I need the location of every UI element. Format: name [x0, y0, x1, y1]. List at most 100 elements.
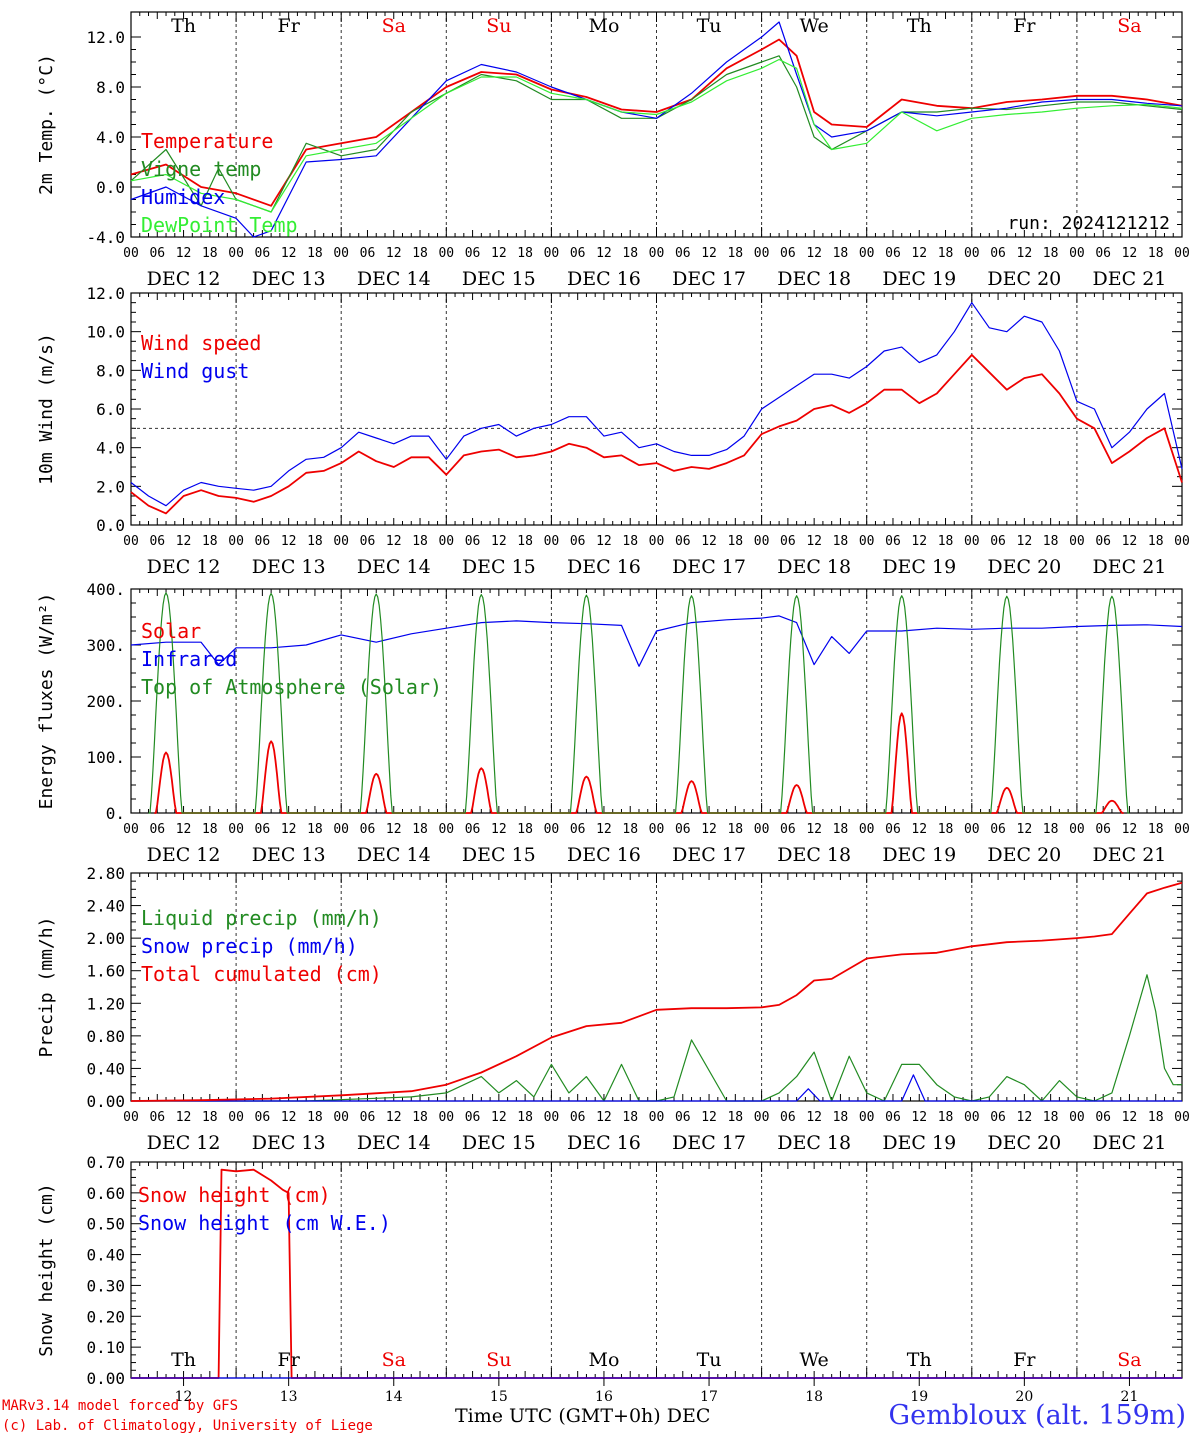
hour-tick-label: 00 — [964, 822, 980, 837]
hour-tick-label: 06 — [149, 822, 165, 837]
hour-tick-label: 12 — [911, 822, 927, 837]
date-label: DEC 20 — [987, 556, 1061, 578]
hour-tick-label: 06 — [360, 822, 376, 837]
date-label: DEC 18 — [777, 556, 851, 578]
date-label: DEC 17 — [672, 268, 746, 290]
hour-tick-label: 12 — [911, 1110, 927, 1125]
y-tick-label: 0.30 — [86, 1276, 125, 1295]
hour-tick-label: 06 — [780, 246, 796, 261]
hour-tick-label: 06 — [885, 246, 901, 261]
date-label: DEC 21 — [1093, 844, 1167, 866]
hour-tick-label: 06 — [675, 822, 691, 837]
hour-tick-label: 12 — [176, 534, 192, 549]
y-tick-label: 8.0 — [96, 78, 125, 97]
hour-tick-label: 18 — [833, 1110, 849, 1125]
hour-tick-label: 18 — [307, 246, 323, 261]
hour-tick-label: 12 — [806, 534, 822, 549]
y-tick-label: 4.0 — [96, 439, 125, 458]
y-tick-label: 200. — [86, 692, 125, 711]
weekday-label: Tu — [697, 1349, 722, 1371]
hour-tick-label: 12 — [806, 246, 822, 261]
series-line-snow-precip-mm-h- — [131, 1074, 1182, 1102]
hour-tick-label: 18 — [307, 822, 323, 837]
hour-tick-label: 00 — [228, 246, 244, 261]
hour-tick-label: 00 — [1069, 246, 1085, 261]
hour-tick-label: 12 — [911, 246, 927, 261]
hour-tick-label: 18 — [727, 1110, 743, 1125]
y-tick-label: 2.40 — [86, 897, 125, 916]
hour-tick-label: 12 — [596, 822, 612, 837]
legend-entry: Snow height (cm W.E.) — [138, 1211, 391, 1235]
run-annotation: run: 2024121212 — [1007, 213, 1170, 234]
weekday-label: Fr — [1013, 1349, 1036, 1371]
y-tick-label: 0.40 — [86, 1246, 125, 1265]
date-label: DEC 13 — [252, 556, 326, 578]
hour-tick-label: 06 — [570, 822, 586, 837]
hour-tick-label: 00 — [544, 1110, 560, 1125]
day-number-label: 18 — [805, 1389, 823, 1405]
y-tick-label: 400. — [86, 580, 125, 599]
weekday-label: We — [800, 15, 829, 37]
hour-tick-label: 18 — [517, 1110, 533, 1125]
date-label: DEC 19 — [882, 844, 956, 866]
hour-tick-label: 18 — [727, 822, 743, 837]
hour-tick-label: 18 — [307, 534, 323, 549]
hour-tick-label: 06 — [675, 1110, 691, 1125]
y-tick-label: -4.0 — [86, 228, 125, 247]
hour-tick-label: 18 — [1148, 1110, 1164, 1125]
hour-tick-label: 00 — [964, 246, 980, 261]
panel-5 — [130, 1161, 1183, 1386]
time-axis-label: Time UTC (GMT+0h) DEC — [455, 1405, 711, 1427]
hour-tick-label: 12 — [176, 1110, 192, 1125]
hour-tick-label: 06 — [149, 534, 165, 549]
hour-tick-label: 12 — [701, 822, 717, 837]
hour-tick-label: 00 — [1069, 1110, 1085, 1125]
plot-frame — [130, 588, 1183, 814]
hour-tick-label: 00 — [1069, 534, 1085, 549]
hour-tick-label: 00 — [438, 534, 454, 549]
hour-tick-label: 06 — [360, 1110, 376, 1125]
footer-lab-credit: (c) Lab. of Climatology, University of L… — [2, 1418, 373, 1434]
series-line-snow-height-cm- — [131, 1168, 1182, 1379]
hour-tick-label: 00 — [649, 534, 665, 549]
legend-entry: Snow height (cm) — [138, 1183, 331, 1207]
weekday-label: We — [800, 1349, 829, 1371]
hour-tick-label: 12 — [806, 822, 822, 837]
hour-tick-label: 00 — [544, 246, 560, 261]
series-line-humidex — [130, 21, 1183, 238]
hour-tick-label: 18 — [727, 246, 743, 261]
y-tick-label: 0.00 — [86, 1092, 125, 1111]
weekday-label: Sa — [382, 1349, 406, 1371]
hour-tick-label: 12 — [1017, 822, 1033, 837]
legend-entry: Total cumulated (cm) — [141, 962, 382, 986]
hour-tick-label: 12 — [596, 1110, 612, 1125]
hour-tick-label: 18 — [727, 534, 743, 549]
hour-tick-label: 06 — [990, 822, 1006, 837]
hour-tick-label: 00 — [1174, 534, 1190, 549]
date-label: DEC 20 — [987, 268, 1061, 290]
hour-tick-label: 06 — [570, 534, 586, 549]
date-label: DEC 16 — [567, 844, 641, 866]
hour-tick-label: 06 — [255, 534, 271, 549]
panel-1 — [130, 11, 1183, 238]
hour-tick-label: 06 — [780, 534, 796, 549]
y-tick-label: 2.00 — [86, 929, 125, 948]
date-label: DEC 14 — [357, 556, 431, 578]
hour-tick-label: 06 — [255, 822, 271, 837]
date-label: DEC 19 — [882, 1132, 956, 1154]
hour-tick-label: 18 — [1043, 534, 1059, 549]
hour-tick-label: 06 — [780, 1110, 796, 1125]
hour-tick-label: 06 — [465, 246, 481, 261]
hour-tick-label: 00 — [228, 534, 244, 549]
day-number-label: 13 — [280, 1389, 298, 1405]
date-label: DEC 20 — [987, 1132, 1061, 1154]
legend-entry: Humidex — [141, 185, 225, 209]
hour-tick-label: 12 — [1017, 1110, 1033, 1125]
legend-entry: Vigne temp — [141, 157, 261, 181]
y-tick-label: 0.00 — [86, 1369, 125, 1388]
date-label: DEC 21 — [1093, 556, 1167, 578]
hour-tick-label: 12 — [1122, 822, 1138, 837]
weekday-label: Th — [171, 1349, 196, 1371]
y-tick-label: 0.20 — [86, 1307, 125, 1326]
date-label: DEC 21 — [1093, 1132, 1167, 1154]
